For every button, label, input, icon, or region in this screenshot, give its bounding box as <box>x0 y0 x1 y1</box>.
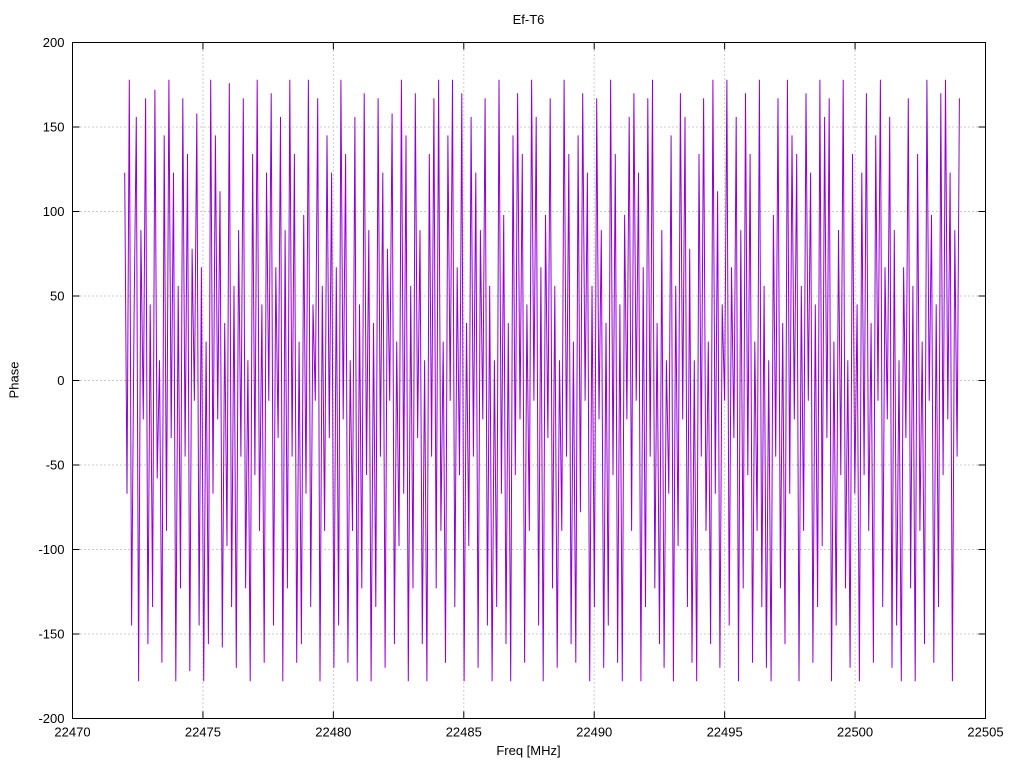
y-tick-label: -100 <box>38 542 64 557</box>
x-tick-label: 22495 <box>707 725 743 740</box>
x-tick-label: 22485 <box>446 725 482 740</box>
x-tick-label: 22470 <box>54 725 90 740</box>
x-tick-label: 22490 <box>576 725 612 740</box>
chart-title: Ef-T6 <box>512 12 545 27</box>
y-tick-label: -150 <box>38 627 64 642</box>
y-axis-label: Phase <box>6 361 22 399</box>
y-tick-label: 50 <box>50 289 64 304</box>
x-tick-label: 22505 <box>967 725 1003 740</box>
x-tick-label: 22500 <box>837 725 873 740</box>
y-tick-label: -50 <box>46 458 65 473</box>
x-tick-label: 22475 <box>185 725 221 740</box>
y-tick-label: 150 <box>43 120 65 135</box>
y-tick-label: 0 <box>57 373 64 388</box>
x-axis-label: Freq [MHz] <box>496 743 561 758</box>
phase-series-line <box>124 79 960 682</box>
y-tick-label: 200 <box>43 35 65 50</box>
y-tick-label: -200 <box>38 711 64 726</box>
y-tick-label: 100 <box>43 204 65 219</box>
x-tick-label: 22480 <box>315 725 351 740</box>
